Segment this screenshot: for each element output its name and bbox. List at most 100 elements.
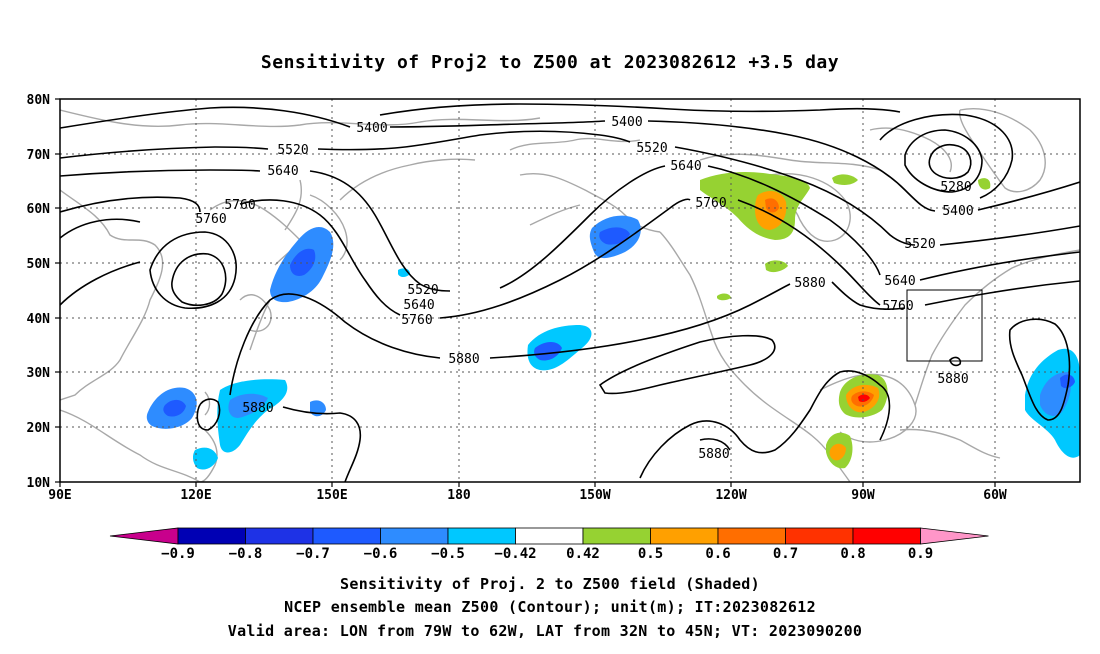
contour-label: 5520 [277,143,308,158]
colorbar-label: −0.8 [229,546,263,562]
lat-label: 10N [27,476,51,491]
contour-5880-eastpac-ridge [598,334,776,395]
colorbar-swatch [312,527,381,545]
contour-5760-low [60,218,237,310]
contour-label: 5400 [942,204,973,219]
contour-5880-low [171,253,227,307]
negative-sensitivity-gulf-alaska [398,215,641,277]
negative-sensitivity-wpac [146,379,326,470]
lon-label: 150E [316,488,347,503]
coastlines [60,108,1080,482]
contour-label: 5880 [937,372,968,387]
lat-label: 40N [27,312,51,327]
colorbar-swatch [785,527,854,545]
lat-label: 50N [27,257,51,272]
lon-label: 150W [579,488,610,503]
lon-label: 90W [851,488,875,503]
colorbar-label: 0.6 [705,546,730,562]
sensitivity-shading [146,172,1080,470]
contour-5640 [60,165,1080,292]
contour-5280-low [904,129,983,193]
colorbar-swatch [380,527,449,545]
contour-5880 [60,261,906,396]
valid-area-box [906,289,983,362]
lat-label: 70N [27,148,51,163]
contour-5160-low [928,143,972,180]
latitude-labels: 80N 70N 60N 50N 40N 30N 20N 10N [27,93,51,491]
contour-label: 5760 [882,299,913,314]
negative-sensitivity-japan [270,226,334,303]
contour-5880-atlantic [1008,318,1071,421]
contour-label: 5760 [224,198,255,213]
contour-label: 5400 [611,115,642,130]
contour-label: 5640 [403,298,434,313]
colorbar-label: 0.5 [638,546,663,562]
graticule [60,99,1080,482]
contour-5400-upper [379,103,901,116]
colorbar-label: −0.5 [431,546,465,562]
colorbar-label: −0.42 [494,546,536,562]
colorbar-label: −0.6 [364,546,398,562]
map-frame [59,98,1081,483]
contour-label: 5520 [904,237,935,252]
colorbar-label: −0.7 [296,546,330,562]
colorbar-arrow-low [109,527,179,545]
contour-5880-south2 [639,370,891,479]
lon-label: 120E [180,488,211,503]
colorbar-swatch [650,527,719,545]
contour-label: 5280 [940,180,971,195]
negative-sensitivity-central-pacific [527,325,592,371]
contour-label: 5640 [884,274,915,289]
contour-5400 [60,106,1080,212]
longitude-labels: 90E 120E 150E 180 150W 120W 90W 60W [48,488,1007,503]
colorbar-swatch [515,527,584,545]
caption-line-3: Valid area: LON from 79W to 62W, LAT fro… [228,622,863,640]
contour-5880-south [282,406,362,482]
contour-label: 5640 [267,164,298,179]
contour-5760 [60,196,1080,319]
contour-5880-wpac [196,398,221,431]
lon-label: 90E [48,488,71,503]
lon-label: 60W [983,488,1007,503]
colorbar-swatch [447,527,516,545]
colorbar-swatch [852,527,921,545]
colorbar-label: 0.7 [773,546,798,562]
z500-contours [60,103,1080,482]
caption-line-2: NCEP ensemble mean Z500 (Contour); unit(… [284,598,816,616]
positive-sensitivity-mexico [826,374,888,469]
contour-label: 5760 [195,212,226,227]
colorbar-swatch [717,527,786,545]
contour-label: 5880 [794,276,825,291]
contour-label: 5880 [242,401,273,416]
colorbar-swatch [582,527,651,545]
contour-label: 5520 [636,141,667,156]
colorbar-label: 0.8 [840,546,865,562]
contour-ridge-gulf [949,356,962,367]
contour-label: 5640 [670,159,701,174]
contour-label: 5880 [448,352,479,367]
colorbar-label: −0.9 [161,546,195,562]
colorbar-label: 0.9 [908,546,933,562]
contour-label: 5880 [698,447,729,462]
colorbar: −0.9 −0.8 −0.7 −0.6 −0.5 −0.42 0.42 0.5 0.6 0.7 0.… [109,527,989,562]
colorbar-label: 0.42 [566,546,600,562]
lat-label: 60N [27,202,51,217]
contour-label: 5400 [356,121,387,136]
contour-5400-ring [879,113,1014,199]
lon-label: 120W [715,488,746,503]
contour-label: 5520 [407,283,438,298]
lat-label: 30N [27,366,51,381]
contour-label: 5760 [401,313,432,328]
map-panel: 5400 5400 5400 5280 5520 5520 5520 5520 … [27,93,1081,503]
lon-label: 180 [447,488,471,503]
contour-labels: 5400 5400 5400 5280 5520 5520 5520 5520 … [195,115,973,462]
contour-5880-baja [699,438,731,451]
colorbar-swatch [177,527,246,545]
colorbar-arrow-high [920,527,989,545]
lat-label: 80N [27,93,51,108]
axis-ticks [55,98,996,487]
lat-label: 20N [27,421,51,436]
caption-line-1: Sensitivity of Proj. 2 to Z500 field (Sh… [340,575,760,593]
contour-5520 [60,130,1080,246]
